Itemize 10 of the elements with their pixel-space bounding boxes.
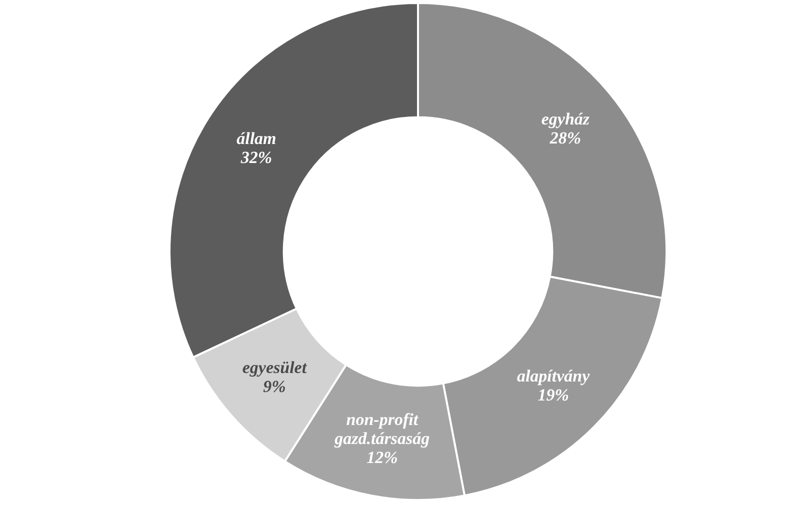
- slice-label: állam: [236, 128, 276, 148]
- data-label: 19%: [538, 386, 569, 405]
- slice-label: egyesület: [242, 358, 308, 377]
- data-label: 28%: [548, 128, 582, 148]
- data-label: 32%: [240, 148, 272, 167]
- data-label: 12%: [366, 448, 398, 467]
- slice-label: non-profit gazd.társaság: [334, 410, 430, 448]
- slice-label: alapítvány: [516, 366, 590, 386]
- slice-label: egyház: [541, 109, 590, 128]
- data-label: 9%: [263, 376, 286, 396]
